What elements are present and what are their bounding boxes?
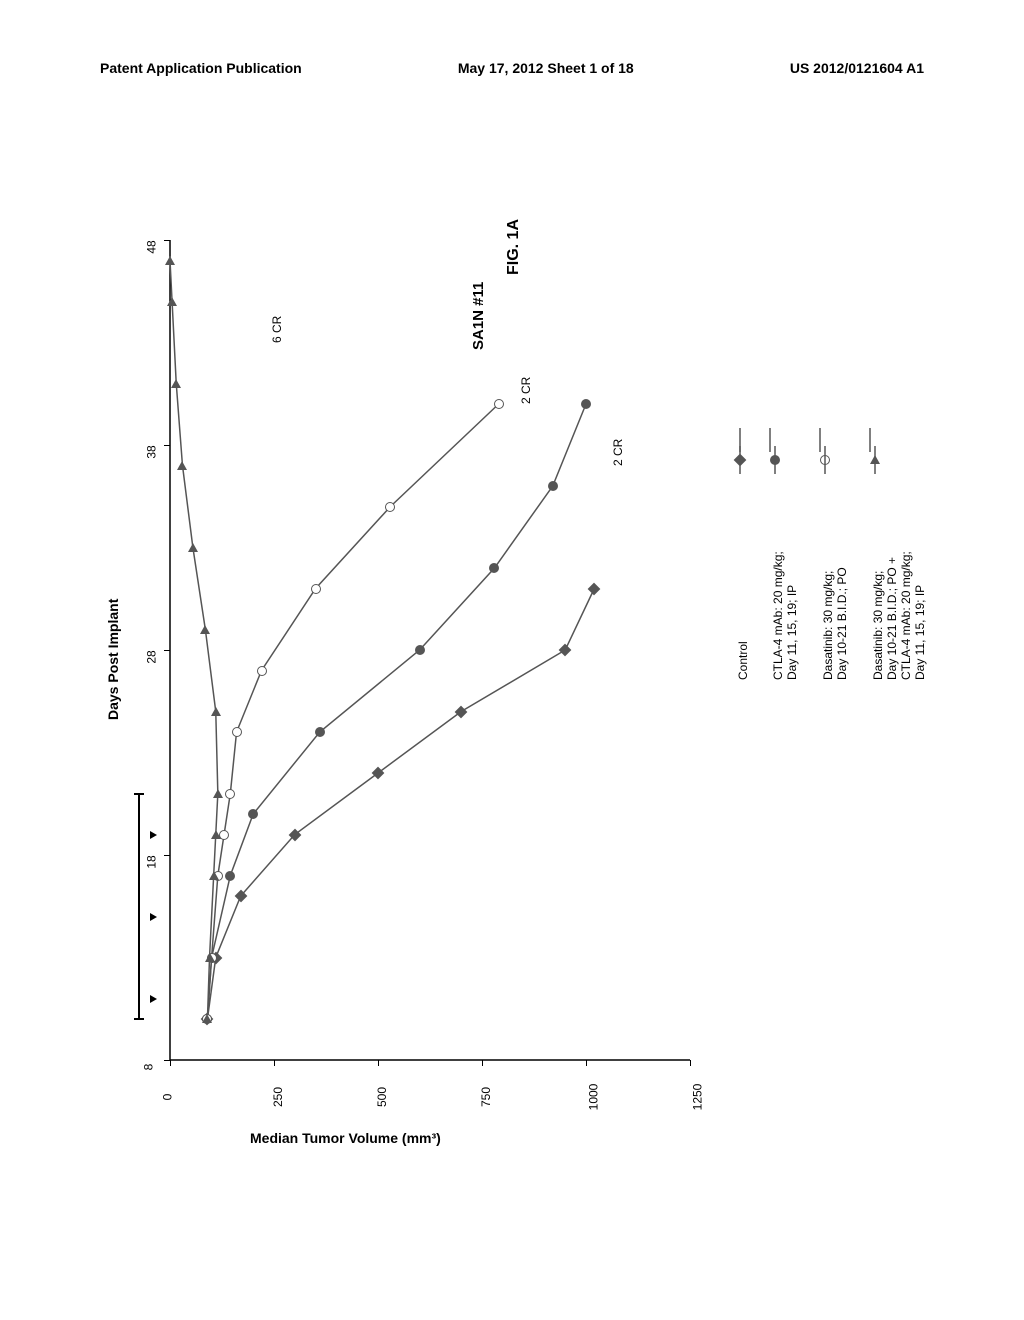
data-marker (225, 871, 235, 881)
page-header: Patent Application Publication May 17, 2… (0, 60, 1024, 76)
figure-container: FIG. 1A SA1N #11 Median Tumor Volume (mm… (50, 160, 970, 1260)
data-marker (209, 871, 219, 880)
data-marker (188, 543, 198, 552)
data-marker (211, 707, 221, 716)
data-marker (581, 399, 591, 409)
data-marker (248, 809, 258, 819)
header-right: US 2012/0121604 A1 (790, 60, 924, 76)
data-marker (232, 727, 242, 737)
cr-annotation: 2 CR (611, 438, 625, 465)
dose-range-bar (138, 794, 140, 1020)
dose-arrow-icon (150, 995, 157, 1003)
data-marker (213, 789, 223, 798)
data-marker (211, 830, 221, 839)
chart-lines (50, 160, 970, 1260)
data-marker (385, 502, 395, 512)
data-marker (489, 563, 499, 573)
data-marker (494, 399, 504, 409)
dose-arrow-icon (150, 913, 157, 921)
data-marker (415, 645, 425, 655)
data-marker (205, 953, 215, 962)
header-left: Patent Application Publication (100, 60, 302, 76)
data-marker (165, 256, 175, 265)
data-marker (167, 297, 177, 306)
data-marker (311, 584, 321, 594)
cr-annotation: 6 CR (270, 315, 284, 342)
cr-annotation: 2 CR (519, 377, 533, 404)
data-marker (171, 379, 181, 388)
data-marker (315, 727, 325, 737)
data-marker (257, 666, 267, 676)
data-marker (200, 625, 210, 634)
data-marker (548, 481, 558, 491)
data-marker (202, 1014, 212, 1023)
header-center: May 17, 2012 Sheet 1 of 18 (458, 60, 634, 76)
data-marker (177, 461, 187, 470)
dose-arrow-icon (150, 831, 157, 839)
data-marker (225, 789, 235, 799)
